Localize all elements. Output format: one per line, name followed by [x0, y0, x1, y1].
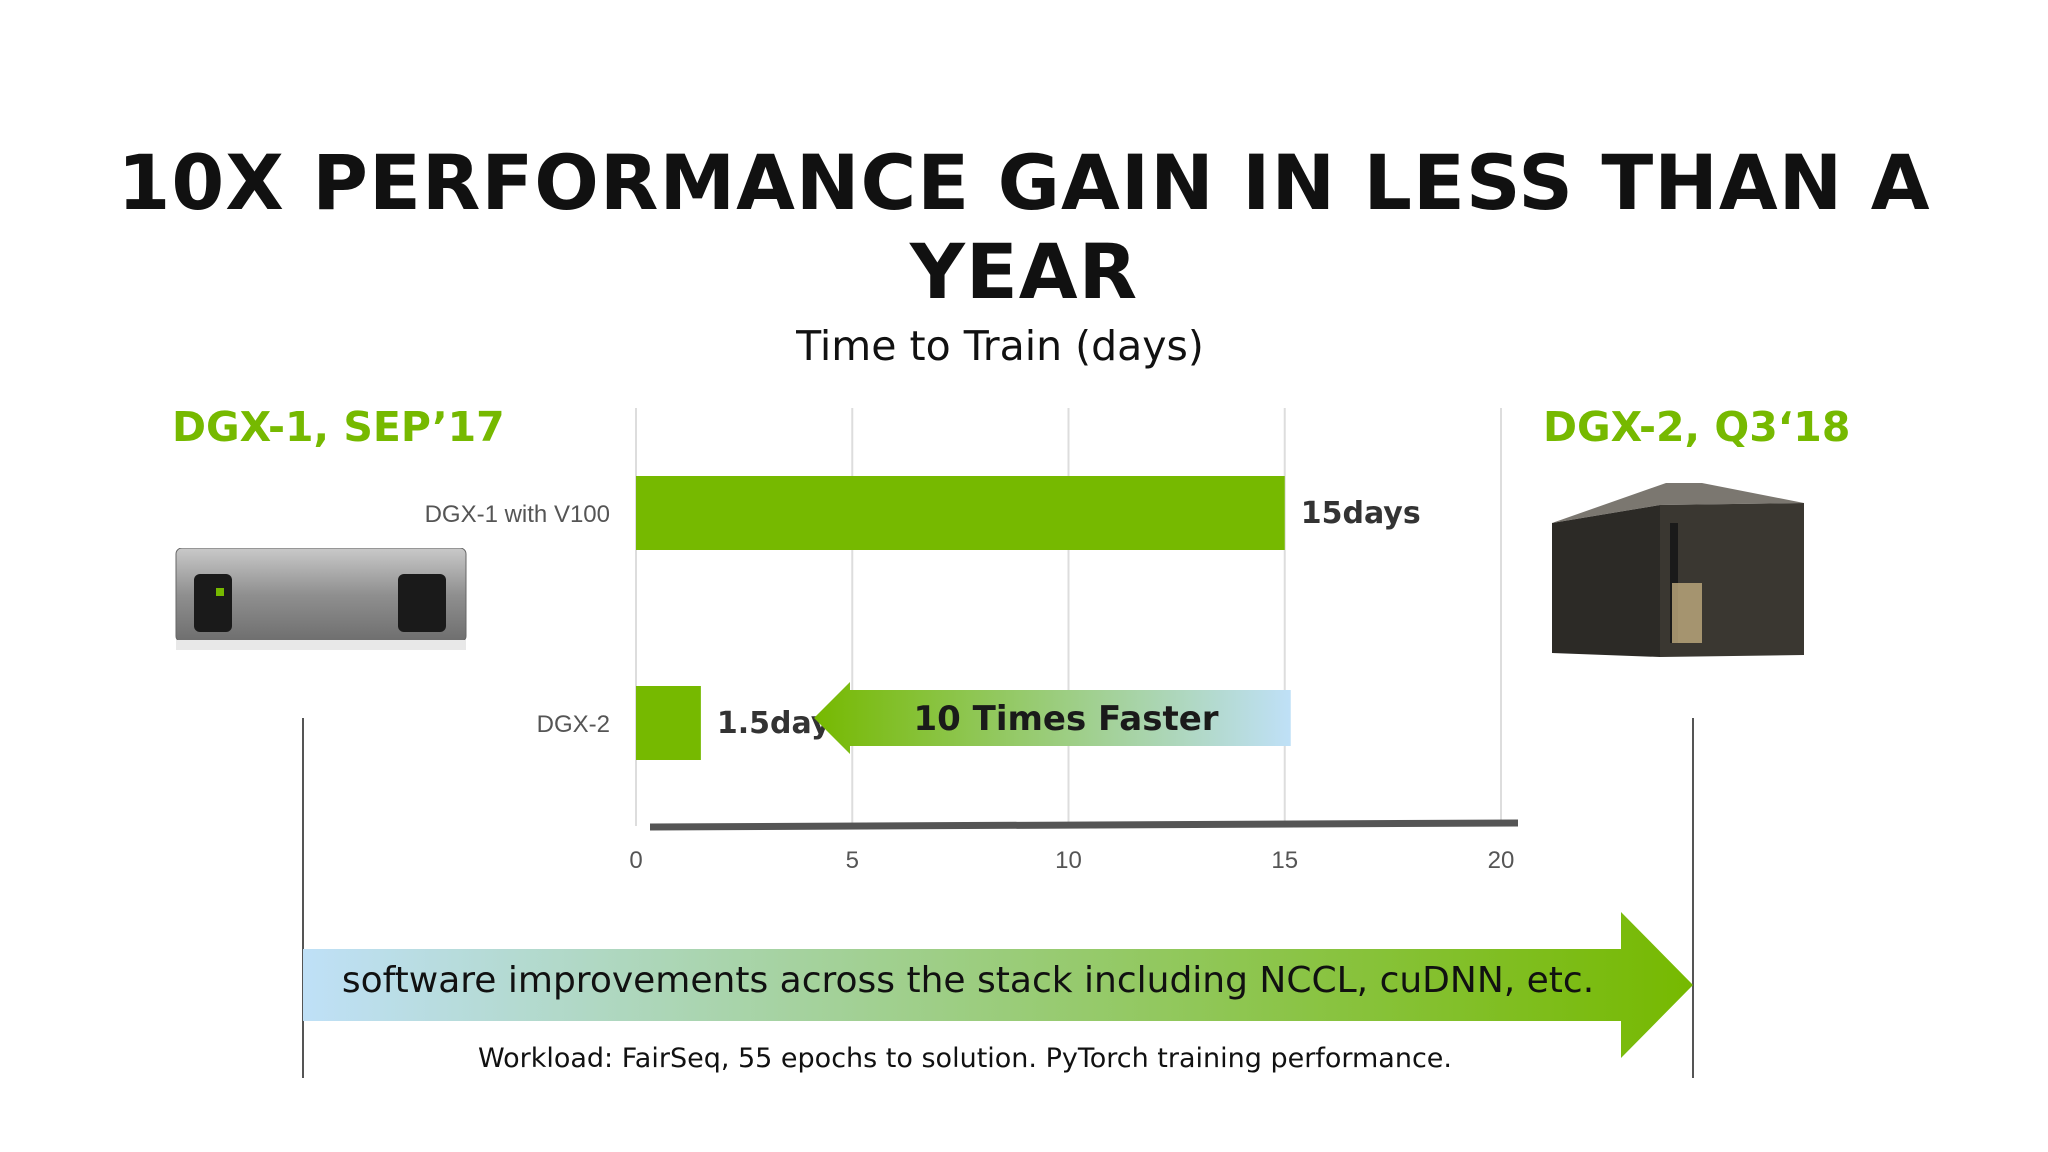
- x-tick-label: 0: [629, 847, 642, 874]
- chart-title: Time to Train (days): [796, 322, 1204, 370]
- x-tick-label: 5: [846, 847, 859, 874]
- software-improvements-text: software improvements across the stack i…: [341, 960, 1595, 1001]
- category-label: DGX-2: [537, 711, 610, 738]
- bar: [636, 476, 1285, 550]
- speedup-arrow-text: 10 Times Faster: [913, 699, 1218, 739]
- timeline-right-line: [1692, 718, 1694, 1078]
- slide-title: 10X PERFORMANCE GAIN IN LESS THAN A YEAR: [117, 138, 1931, 316]
- dgx1-label: DGX-1, SEP’17: [172, 403, 505, 451]
- category-label: DGX-1 with V100: [425, 501, 610, 528]
- x-tick-label: 10: [1055, 847, 1082, 874]
- x-axis-line: [649, 819, 1519, 831]
- dgx2-label: DGX-2, Q3‘18: [1543, 403, 1851, 451]
- software-improvements-arrow: [303, 912, 1693, 1058]
- dgx2-server-icon: [1552, 483, 1804, 657]
- bar-value-label: 15days: [1301, 496, 1421, 531]
- x-tick-label: 20: [1488, 847, 1515, 874]
- workload-footnote: Workload: FairSeq, 55 epochs to solution…: [477, 1043, 1452, 1074]
- bar: [636, 686, 701, 760]
- x-tick-label: 15: [1271, 847, 1298, 874]
- timeline-left-line: [302, 718, 304, 1078]
- dgx1-server-icon: [175, 548, 467, 650]
- speedup-arrow: [814, 682, 1291, 754]
